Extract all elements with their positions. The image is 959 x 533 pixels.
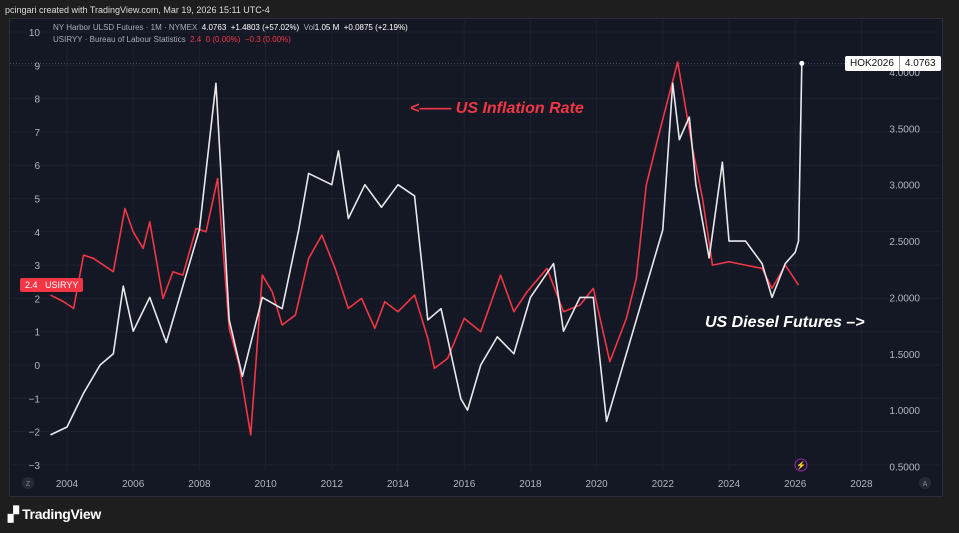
- legend-diesel-price: 4.0763: [201, 23, 227, 32]
- legend-vol: 1.05 M: [314, 23, 340, 32]
- x-tick-label: 2010: [254, 479, 277, 490]
- auto-scale-left-button: [22, 477, 34, 489]
- inflation-tag-value: 2.4: [25, 280, 38, 290]
- left-tick-label: −1: [29, 394, 41, 405]
- right-tick-label: 2.0000: [889, 293, 920, 304]
- x-tick-label: 2008: [188, 479, 211, 490]
- left-tick-label: 4: [34, 228, 40, 239]
- x-tick-label: 2016: [453, 479, 476, 490]
- left-tick-label: 0: [34, 361, 40, 372]
- left-tick-label: 1: [34, 328, 40, 339]
- left-tick-label: 2: [34, 294, 40, 305]
- left-tick-label: 3: [34, 261, 40, 272]
- x-tick-label: 2004: [56, 479, 79, 490]
- legend-diesel[interactable]: NY Harbor ULSD Futures · 1M · NYMEX 4.07…: [53, 23, 408, 32]
- left-tick-label: 9: [34, 61, 40, 72]
- left-button-label: Z: [26, 481, 31, 488]
- inflation-tag-symbol: USIRYY: [45, 280, 79, 290]
- series-line-USIRYY: [50, 61, 800, 436]
- lightning-icon: ⚡: [796, 460, 806, 470]
- x-tick-label: 2018: [519, 479, 542, 490]
- inflation-annotation: <—— US Inflation Rate: [410, 100, 584, 117]
- x-tick-label: 2012: [321, 479, 344, 490]
- brand-text: TradingView: [22, 506, 101, 522]
- left-tick-label: 7: [34, 128, 40, 139]
- x-tick-label: 2022: [652, 479, 675, 490]
- x-tick-label: 2026: [784, 479, 807, 490]
- right-tick-label: 3.5000: [889, 124, 920, 135]
- x-tick-label: 2024: [718, 479, 741, 490]
- left-tick-label: 8: [34, 95, 40, 106]
- diesel-annotation: US Diesel Futures –>: [705, 314, 865, 331]
- x-tick-label: 2028: [850, 479, 873, 490]
- legend-diesel-change: +1.4803 (+57.02%): [230, 23, 300, 32]
- auto-scale-right-button: [919, 477, 931, 489]
- right-tick-label: 0.5000: [889, 462, 920, 473]
- left-tick-label: 10: [29, 28, 41, 39]
- legend-diesel-name: NY Harbor ULSD Futures · 1M · NYMEX: [53, 23, 198, 32]
- legend-inflation-change2: −0.3 (0.00%): [244, 35, 291, 44]
- right-button-label: A: [923, 481, 928, 488]
- right-tick-label: 2.5000: [889, 237, 920, 248]
- inflation-tag: 2.4 USIRYY: [20, 278, 84, 292]
- left-tick-label: 6: [34, 161, 40, 172]
- left-tick-label: −3: [29, 461, 41, 472]
- price-tag-value: 4.0763: [904, 58, 936, 69]
- last-price-dot: [799, 60, 805, 66]
- left-tick-label: −2: [29, 428, 41, 439]
- x-tick-label: 2014: [387, 479, 410, 490]
- price-tag: HOK2026 4.0763: [845, 56, 941, 71]
- legend-inflation-change: 0 (0.00%): [205, 35, 241, 44]
- legend-inflation[interactable]: USIRYY · Bureau of Labour Statistics 2.4…: [53, 35, 291, 44]
- price-tag-symbol: HOK2026: [845, 56, 900, 71]
- legend-vol-label: Vol: [303, 23, 315, 32]
- right-tick-label: 1.0000: [889, 406, 920, 417]
- tradingview-logo: ▞ TradingView: [8, 506, 101, 522]
- right-tick-label: 3.0000: [889, 181, 920, 192]
- x-tick-label: 2006: [122, 479, 145, 490]
- left-tick-label: 5: [34, 195, 40, 206]
- legend-diesel-change2: +0.0875 (+2.19%): [343, 23, 408, 32]
- chart-pane[interactable]: [9, 18, 943, 497]
- legend-inflation-value: 2.4: [190, 35, 202, 44]
- right-tick-label: 4.0000: [889, 68, 920, 79]
- legend-inflation-name: USIRYY · Bureau of Labour Statistics: [53, 35, 186, 44]
- credit-line: pcingari created with TradingView.com, M…: [5, 5, 270, 15]
- right-tick-label: 1.5000: [889, 350, 920, 361]
- series-line-HOK2026: [50, 63, 803, 436]
- lightning-icon: [794, 458, 808, 472]
- x-tick-label: 2020: [585, 479, 608, 490]
